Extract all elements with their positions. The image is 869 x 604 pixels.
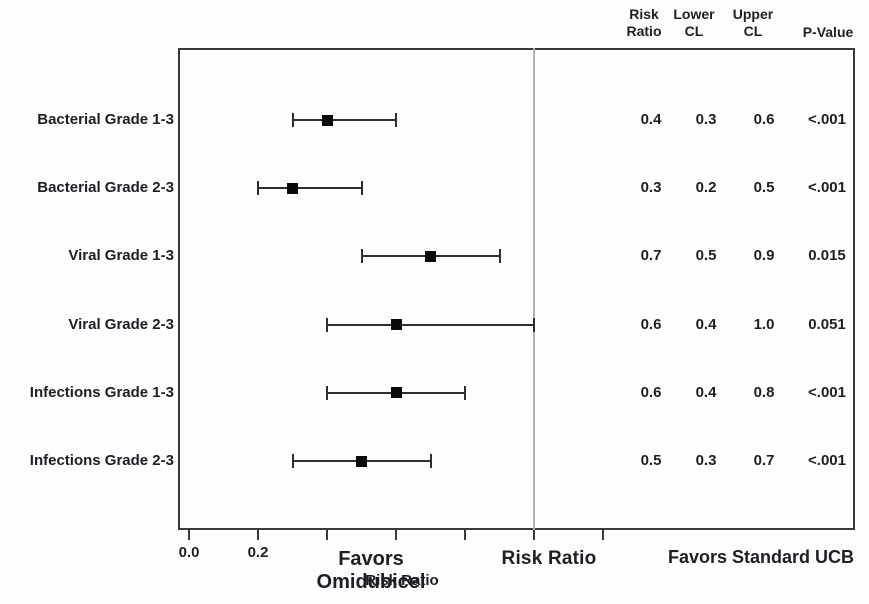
plot-frame [178, 48, 855, 530]
confidence-interval-bar [258, 187, 362, 190]
cell-risk-ratio: 0.3 [640, 179, 662, 197]
cell-lower-cl: 0.4 [695, 383, 717, 401]
ci-cap [498, 249, 501, 264]
cell-upper-cl: 0.9 [753, 247, 775, 265]
cell-lower-cl: 0.2 [695, 179, 717, 197]
cell-p-value: <.001 [808, 383, 846, 401]
ci-cap [326, 385, 328, 400]
cell-lower-cl: 0.4 [695, 315, 717, 333]
favors-omidubicel-label: Favors Omidubicel [316, 548, 426, 593]
cell-risk-ratio: 0.6 [640, 383, 662, 401]
cell-p-value: 0.015 [808, 247, 846, 265]
cell-risk-ratio: 0.4 [640, 111, 662, 128]
ci-cap [360, 181, 363, 196]
x-axis-tick [602, 530, 604, 540]
ci-cap [395, 113, 397, 127]
confidence-interval-bar [292, 119, 396, 121]
cell-p-value: <.001 [808, 452, 846, 469]
reference-line [533, 48, 535, 530]
cell-p-value: 0.051 [808, 315, 846, 333]
column-header-upper-cl: Upper CL [732, 6, 774, 39]
column-header-risk-ratio: Risk Ratio [626, 6, 662, 39]
cell-p-value: <.001 [808, 111, 846, 128]
ci-cap [533, 317, 535, 332]
cell-upper-cl: 0.6 [753, 111, 775, 128]
ci-cap [429, 454, 432, 468]
cell-risk-ratio: 0.7 [640, 247, 662, 265]
point-estimate-marker [356, 455, 367, 467]
column-header-p-value: P-Value [802, 24, 854, 40]
x-axis-tick [188, 530, 190, 540]
row-label: Infections Grade 2-3 [29, 452, 174, 469]
cell-lower-cl: 0.3 [695, 111, 717, 128]
ci-cap [257, 181, 259, 196]
cell-upper-cl: 0.8 [753, 383, 775, 401]
favors-standard-ucb-label: Favors Standard UCB [667, 547, 855, 567]
risk-ratio-center-label: Risk Ratio [501, 548, 597, 569]
cell-lower-cl: 0.5 [695, 247, 717, 265]
ci-cap [291, 454, 294, 468]
x-axis-tick [326, 530, 328, 540]
cell-upper-cl: 0.7 [753, 452, 775, 469]
row-label: Viral Grade 1-3 [68, 247, 174, 265]
row-label: Bacterial Grade 1-3 [37, 111, 174, 128]
ci-cap [326, 317, 328, 332]
cell-p-value: <.001 [808, 179, 846, 197]
point-estimate-marker [390, 387, 402, 399]
row-label: Infections Grade 1-3 [29, 383, 174, 401]
x-axis-tick [395, 530, 397, 540]
cell-upper-cl: 1.0 [753, 315, 775, 333]
x-axis-tick [464, 530, 466, 540]
cell-lower-cl: 0.3 [695, 452, 717, 469]
point-estimate-marker [287, 182, 298, 194]
point-estimate-marker [425, 250, 436, 262]
x-axis-tick [533, 530, 535, 540]
confidence-interval-bar [327, 323, 534, 326]
row-label: Bacterial Grade 2-3 [37, 179, 174, 197]
ci-cap [360, 249, 363, 264]
point-estimate-marker [321, 114, 333, 126]
cell-upper-cl: 0.5 [753, 179, 775, 197]
ci-cap [291, 113, 294, 127]
x-axis-title: Risk Ratio [365, 572, 439, 589]
x-axis-tick-label: 0.2 [247, 544, 269, 561]
row-label: Viral Grade 2-3 [68, 315, 174, 333]
x-axis-tick-label: 0.0 [178, 544, 200, 561]
cell-risk-ratio: 0.5 [640, 452, 662, 469]
point-estimate-marker [390, 319, 402, 331]
ci-cap [464, 385, 466, 400]
x-axis-tick [257, 530, 259, 540]
column-header-lower-cl: Lower CL [673, 6, 715, 39]
cell-risk-ratio: 0.6 [640, 315, 662, 333]
